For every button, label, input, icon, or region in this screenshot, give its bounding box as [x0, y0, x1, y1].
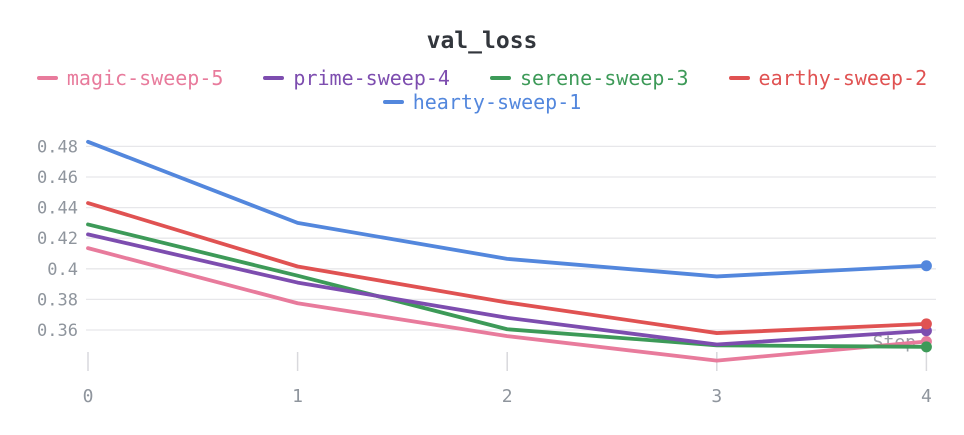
legend-swatch-icon: [382, 100, 404, 104]
end-point-dot-serene-sweep-3: [920, 341, 932, 353]
legend-label: earthy-sweep-2: [758, 66, 928, 90]
y-tick-label: 0.36: [37, 321, 78, 341]
legend-swatch-icon: [263, 76, 285, 80]
x-tick-label: 2: [502, 386, 513, 407]
legend-label: hearty-sweep-1: [412, 90, 582, 114]
y-tick-label: 0.38: [37, 290, 78, 310]
chart-legend: magic-sweep-5 prime-sweep-4 serene-sweep-3…: [17, 66, 947, 114]
series-line-earthy-sweep-2: [86, 201, 929, 335]
series-line-magic-sweep-5: [86, 246, 929, 363]
legend-item-serene-sweep-3[interactable]: serene-sweep-3: [489, 66, 689, 90]
x-tick-label: 1: [292, 386, 303, 407]
x-tick-label: 3: [711, 386, 722, 407]
y-tick-label: 0.4: [47, 260, 78, 280]
legend-label: prime-sweep-4: [293, 66, 450, 90]
y-tick-label: 0.42: [37, 229, 78, 249]
series-line-hearty-sweep-1: [86, 139, 929, 279]
end-point-dot-earthy-sweep-2: [920, 318, 932, 330]
legend-swatch-icon: [489, 76, 511, 80]
legend-swatch-icon: [728, 76, 750, 80]
x-tick-label: 0: [83, 386, 94, 407]
y-tick-label: 0.48: [37, 137, 78, 157]
legend-item-prime-sweep-4[interactable]: prime-sweep-4: [263, 66, 450, 90]
legend-item-magic-sweep-5[interactable]: magic-sweep-5: [36, 66, 224, 90]
legend-label: serene-sweep-3: [519, 66, 689, 90]
legend-item-hearty-sweep-1[interactable]: hearty-sweep-1: [382, 90, 582, 114]
legend-item-earthy-sweep-2[interactable]: earthy-sweep-2: [728, 66, 928, 90]
end-point-dot-hearty-sweep-1: [920, 260, 932, 272]
legend-swatch-icon: [36, 76, 58, 80]
y-tick-label: 0.44: [37, 199, 78, 219]
chart-title: val_loss: [426, 28, 538, 54]
legend-label: magic-sweep-5: [66, 66, 224, 90]
series-line-prime-sweep-4: [86, 232, 929, 347]
y-tick-label: 0.46: [37, 168, 78, 188]
x-tick-label: 4: [921, 386, 932, 407]
series-line-serene-sweep-3: [86, 222, 929, 349]
